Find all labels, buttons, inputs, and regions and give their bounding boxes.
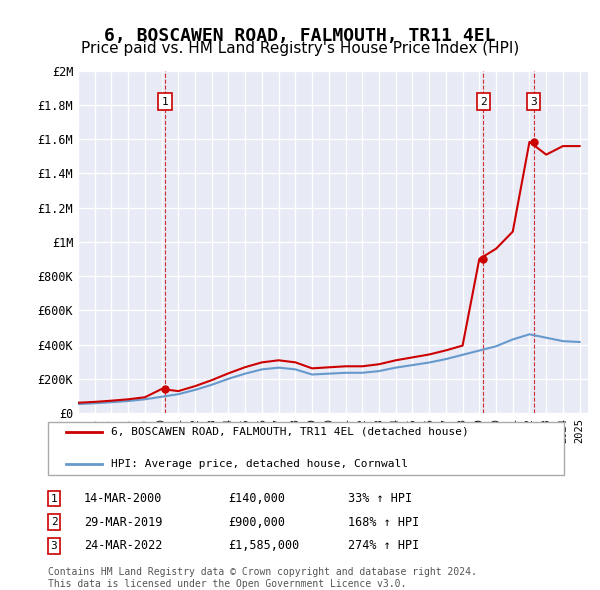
Text: Price paid vs. HM Land Registry's House Price Index (HPI): Price paid vs. HM Land Registry's House … [81, 41, 519, 56]
Text: 3: 3 [530, 97, 537, 107]
Text: £900,000: £900,000 [228, 516, 285, 529]
Text: Contains HM Land Registry data © Crown copyright and database right 2024.: Contains HM Land Registry data © Crown c… [48, 568, 477, 577]
Text: 2: 2 [480, 97, 487, 107]
Text: 168% ↑ HPI: 168% ↑ HPI [348, 516, 419, 529]
Text: 14-MAR-2000: 14-MAR-2000 [84, 492, 163, 505]
Text: 6, BOSCAWEN ROAD, FALMOUTH, TR11 4EL (detached house): 6, BOSCAWEN ROAD, FALMOUTH, TR11 4EL (de… [111, 427, 469, 437]
Text: 33% ↑ HPI: 33% ↑ HPI [348, 492, 412, 505]
Text: 1: 1 [50, 494, 58, 503]
Text: This data is licensed under the Open Government Licence v3.0.: This data is licensed under the Open Gov… [48, 579, 406, 589]
Text: 2: 2 [50, 517, 58, 527]
Text: 1: 1 [161, 97, 169, 107]
Text: 6, BOSCAWEN ROAD, FALMOUTH, TR11 4EL: 6, BOSCAWEN ROAD, FALMOUTH, TR11 4EL [104, 27, 496, 45]
Text: 3: 3 [50, 541, 58, 550]
Text: 24-MAR-2022: 24-MAR-2022 [84, 539, 163, 552]
Text: £1,585,000: £1,585,000 [228, 539, 299, 552]
Text: HPI: Average price, detached house, Cornwall: HPI: Average price, detached house, Corn… [111, 460, 408, 469]
Text: 29-MAR-2019: 29-MAR-2019 [84, 516, 163, 529]
Text: 274% ↑ HPI: 274% ↑ HPI [348, 539, 419, 552]
Text: £140,000: £140,000 [228, 492, 285, 505]
